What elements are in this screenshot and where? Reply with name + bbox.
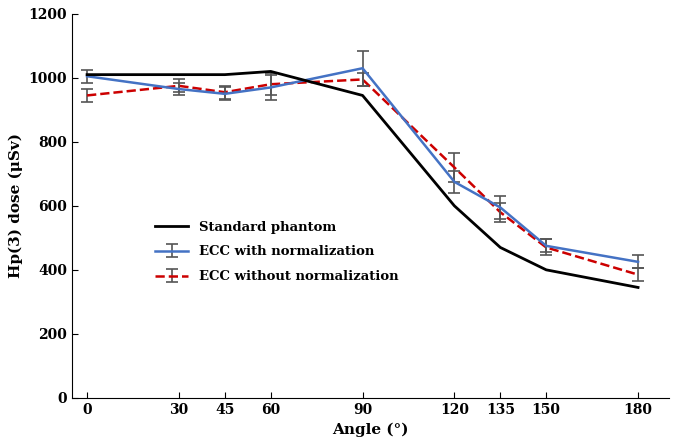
Standard phantom [359,93,367,98]
Line: Standard phantom: Standard phantom [87,72,638,287]
Y-axis label: Hp(3) dose (μSv): Hp(3) dose (μSv) [8,134,23,278]
Standard phantom [267,69,275,74]
Standard phantom [496,245,504,250]
Legend: Standard phantom, ECC with normalization, ECC without normalization: Standard phantom, ECC with normalization… [150,215,403,288]
Standard phantom [221,72,229,77]
Standard phantom [634,285,642,290]
Standard phantom [175,72,183,77]
Standard phantom [83,72,91,77]
Standard phantom [450,203,458,209]
Standard phantom [542,267,550,272]
X-axis label: Angle (°): Angle (°) [332,422,408,437]
